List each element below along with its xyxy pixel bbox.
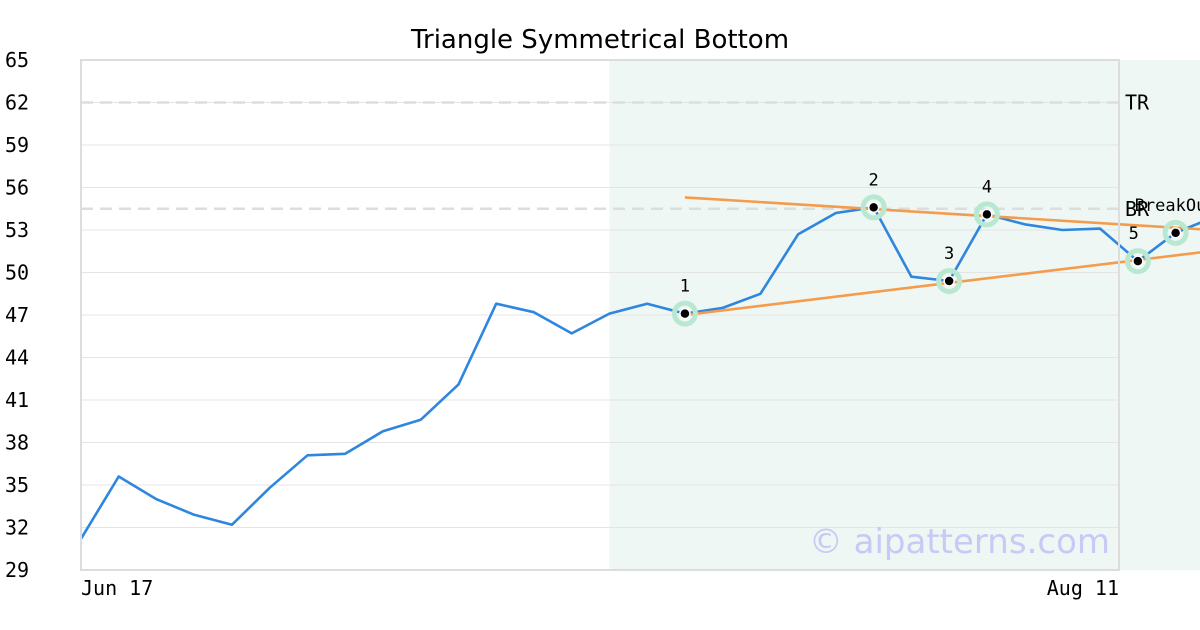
plot-frame (80, 59, 1120, 571)
y-tick-label: 41 (5, 388, 29, 412)
y-tick-label: 53 (5, 218, 29, 242)
point-marker (981, 208, 993, 221)
y-tick-label: 47 (5, 303, 29, 327)
y-tick-label: 50 (5, 261, 29, 285)
point-label: 4 (982, 177, 992, 197)
y-axis-ticks: 29 32 35 38 41 44 47 50 53 56 59 62 65 (5, 48, 29, 582)
point-label: 5 (1129, 224, 1139, 244)
trend-line (684, 251, 1200, 317)
level-label: BR (1125, 197, 1150, 221)
level-lines-layer: TR BR (81, 91, 1150, 221)
point-marker (867, 201, 880, 214)
point-marker (679, 307, 691, 320)
series-layer (79, 206, 1200, 540)
price-line (79, 206, 1200, 540)
point-label: BreakOut (1135, 196, 1200, 216)
y-tick-label: 44 (5, 346, 29, 370)
y-tick-label: 29 (5, 558, 29, 582)
chart-title: Triangle Symmetrical Bottom (410, 25, 789, 55)
point-halo (671, 300, 698, 327)
y-tick-label: 32 (5, 516, 29, 540)
point-halo (973, 201, 1000, 228)
watermark: © aipatterns.com (809, 522, 1110, 562)
y-tick-label: 35 (5, 473, 29, 497)
point-label: 2 (869, 170, 879, 190)
point-halo (1162, 219, 1189, 246)
x-tick-label: Aug 11 (1047, 576, 1119, 600)
point-halo (860, 194, 887, 221)
y-tick-label: 56 (5, 176, 29, 200)
point-marker (1169, 227, 1182, 239)
y-tick-label: 65 (5, 48, 29, 72)
y-tick-label: 38 (5, 431, 29, 455)
point-label: 1 (680, 277, 690, 297)
y-tick-label: 62 (5, 91, 29, 115)
point-label: 3 (944, 244, 954, 264)
point-marker (1132, 255, 1144, 267)
point-marker (943, 275, 955, 287)
x-tick-label: Jun 17 (81, 576, 153, 600)
point-halo (1124, 248, 1151, 275)
y-tick-label: 59 (5, 133, 29, 157)
trend-line (684, 196, 1200, 231)
point-halo (936, 268, 963, 294)
x-axis-ticks: Jun 17 Aug 11 (81, 576, 1119, 600)
pattern-points-layer: 12345BreakOutSuccess (671, 170, 1200, 327)
trend-lines-layer (684, 196, 1200, 317)
level-label: TR (1125, 91, 1150, 115)
